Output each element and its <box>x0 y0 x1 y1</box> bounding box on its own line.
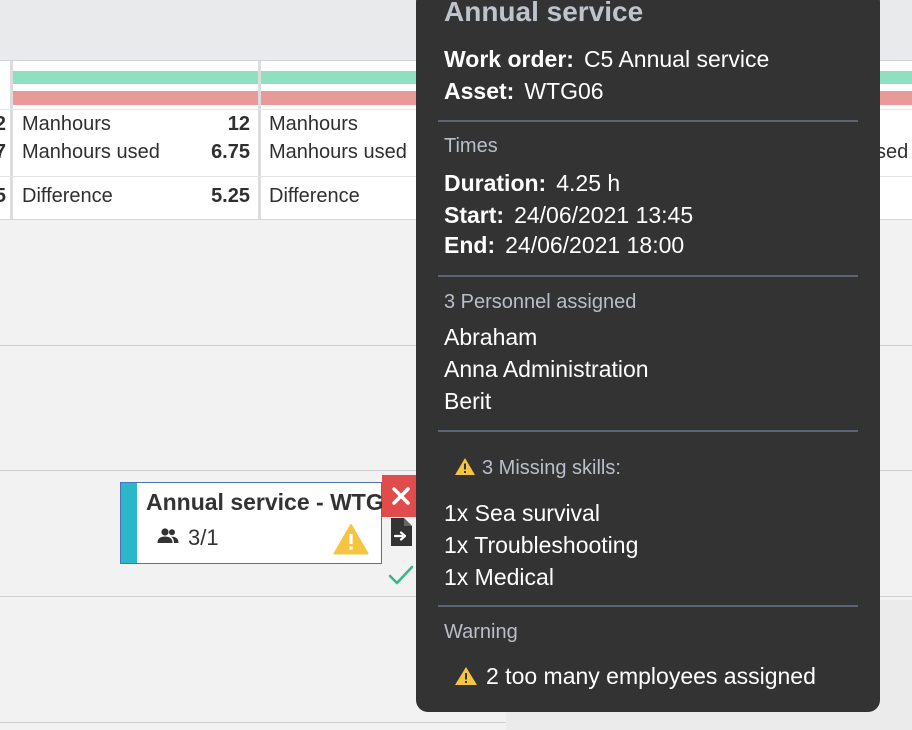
manhours-value: 12 <box>227 113 250 135</box>
start-value: 24/06/2021 13:45 <box>514 202 694 228</box>
tooltip-divider <box>438 430 858 432</box>
end-row: End: 24/06/2021 18:00 <box>444 232 684 259</box>
tooltip-divider <box>438 120 858 122</box>
personnel-item: Abraham <box>444 324 538 350</box>
column-divider <box>258 61 261 219</box>
manhours-used-label: Manhours used <box>269 141 407 163</box>
skill-item: 1x Sea survival <box>444 500 600 526</box>
manhours-label: Manhours <box>22 113 111 135</box>
tooltip-divider <box>438 275 858 277</box>
start-label: Start: <box>444 202 505 228</box>
start-row: Start: 24/06/2021 13:45 <box>444 202 693 229</box>
personnel-item: Anna Administration <box>444 356 649 382</box>
prev-diff-value: 5 <box>0 185 6 207</box>
manhours-label: Manhours <box>269 113 358 135</box>
difference-value: 5.25 <box>211 185 250 207</box>
people-icon <box>157 528 179 543</box>
warning-icon <box>455 666 477 685</box>
task-tooltip: Annual service Work order: C5 Annual serv… <box>416 0 880 712</box>
warning-row: 2 too many employees assigned <box>454 663 816 690</box>
duration-row: Duration: 4.25 h <box>444 170 620 197</box>
duration-label: Duration: <box>444 170 547 196</box>
personnel-item: Berit <box>444 388 492 414</box>
tooltip-title: Annual service <box>444 0 644 27</box>
difference-label: Difference <box>269 185 360 207</box>
personnel-count: 3/1 <box>188 525 219 550</box>
warning-text: 2 too many employees assigned <box>486 663 816 689</box>
warning-heading: Warning <box>444 621 518 643</box>
missing-skills-heading: 3 Missing skills: <box>454 457 621 480</box>
check-icon <box>388 565 414 585</box>
prev-manhours-value: 2 <box>0 113 6 135</box>
task-title: Annual service - WTG06 <box>146 489 382 515</box>
duration-value: 4.25 h <box>556 170 621 196</box>
close-icon <box>392 487 410 505</box>
times-heading: Times <box>444 135 498 157</box>
task-status-stripe <box>121 483 137 563</box>
task-card[interactable]: Annual service - WTG06 3/1 <box>120 482 382 564</box>
missing-skills-label: 3 Missing skills: <box>482 457 621 479</box>
document-arrow-icon[interactable] <box>389 517 413 547</box>
personnel-heading: 3 Personnel assigned <box>444 291 637 313</box>
warning-icon <box>333 524 369 555</box>
manhours-used-label: sed <box>876 141 909 163</box>
tooltip-divider <box>438 605 858 607</box>
end-label: End: <box>444 232 496 258</box>
asset-label: Asset: <box>444 78 515 104</box>
skill-item: 1x Troubleshooting <box>444 532 639 558</box>
asset-row: Asset: WTG06 <box>444 78 604 105</box>
remove-task-button[interactable] <box>382 475 420 517</box>
schedule-row-divider <box>0 722 912 723</box>
asset-value: WTG06 <box>524 78 604 104</box>
skill-item: 1x Medical <box>444 564 554 590</box>
difference-label: Difference <box>22 185 113 207</box>
work-order-row: Work order: C5 Annual service <box>444 46 769 73</box>
manhours-used-value: 6.75 <box>211 141 250 163</box>
work-order-value: C5 Annual service <box>583 46 770 72</box>
work-order-label: Work order: <box>444 46 574 72</box>
end-value: 24/06/2021 18:00 <box>505 232 685 258</box>
manhours-used-label: Manhours used <box>22 141 160 163</box>
warning-icon <box>455 458 475 476</box>
column-divider <box>10 61 13 219</box>
prev-used-value: 7 <box>0 141 6 163</box>
